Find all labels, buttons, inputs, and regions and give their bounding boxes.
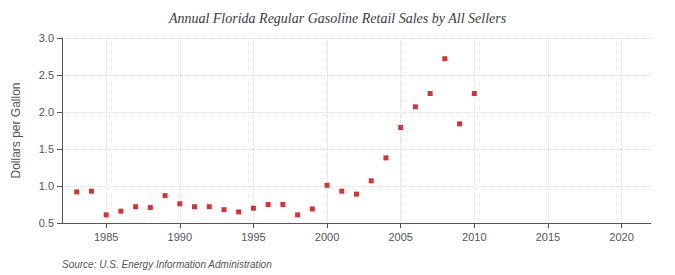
- svg-text:1.0: 1.0: [39, 180, 54, 192]
- svg-text:1985: 1985: [94, 231, 118, 243]
- svg-text:0.5: 0.5: [39, 217, 54, 229]
- svg-text:Source: U.S. Energy Informatio: Source: U.S. Energy Information Administ…: [62, 259, 272, 270]
- svg-text:1990: 1990: [168, 231, 192, 243]
- svg-text:2000: 2000: [315, 231, 339, 243]
- svg-text:Dollars per Gallon: Dollars per Gallon: [9, 82, 23, 178]
- svg-text:1995: 1995: [241, 231, 265, 243]
- svg-text:2020: 2020: [609, 231, 633, 243]
- svg-text:Annual Florida Regular Gasolin: Annual Florida Regular Gasoline Retail S…: [168, 11, 507, 26]
- svg-text:2.5: 2.5: [39, 69, 54, 81]
- svg-text:1.5: 1.5: [39, 143, 54, 155]
- svg-text:3.0: 3.0: [39, 32, 54, 44]
- svg-text:2005: 2005: [388, 231, 412, 243]
- svg-text:2015: 2015: [536, 231, 560, 243]
- svg-text:2010: 2010: [462, 231, 486, 243]
- svg-text:2.0: 2.0: [39, 106, 54, 118]
